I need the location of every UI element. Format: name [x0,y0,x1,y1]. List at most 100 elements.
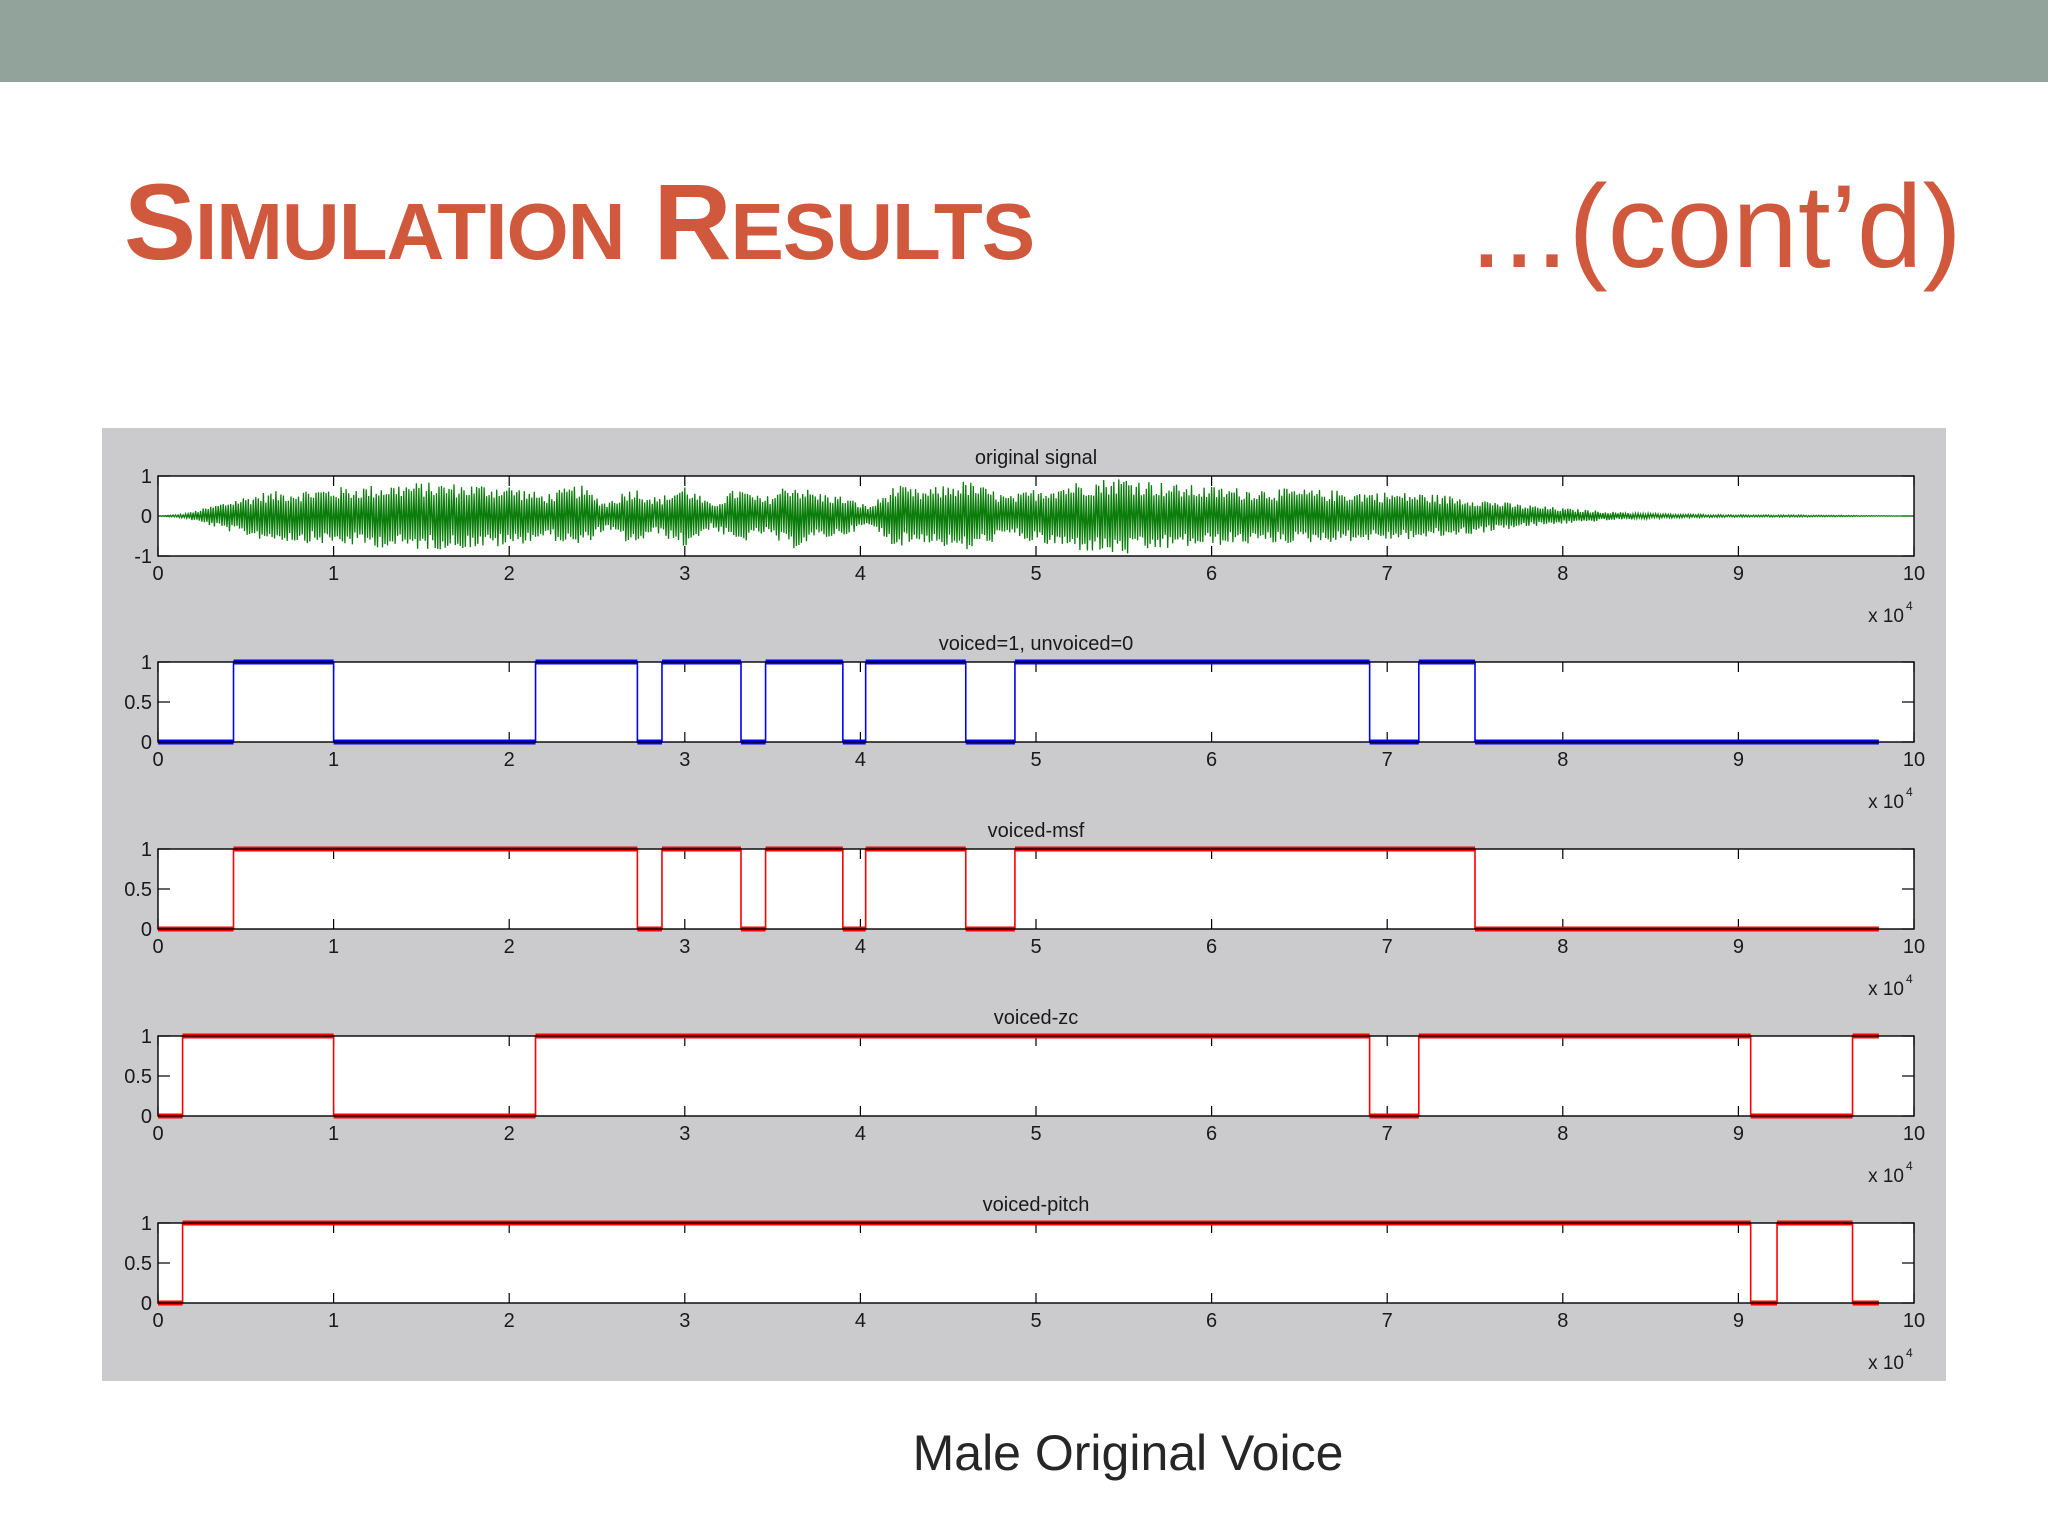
y-tick-label: 1 [141,652,152,674]
x-tick-label: 3 [679,1310,690,1332]
slide-title: SIMULATION RESULTS [124,168,1036,276]
x-tick-label: 4 [855,749,866,771]
x-tick-label: 3 [679,749,690,771]
axes-box [157,1222,1915,1304]
x-tick-label: 9 [1733,936,1744,958]
x-tick-label: 7 [1382,749,1393,771]
x-tick-label: 2 [504,1310,515,1332]
title-rest-1: IMULATION [195,187,625,276]
axes-box [157,1035,1915,1117]
plot-area [158,1223,1914,1303]
x-tick-label: 9 [1733,749,1744,771]
plot-title: voiced-pitch [983,1194,1090,1216]
x-multiplier: x 10 [1868,606,1904,627]
slide-subtitle-contd: ...(cont’d) [1470,161,1962,293]
y-tick-label: -1 [134,546,152,568]
y-tick-label: 0.5 [124,1066,152,1088]
x-tick-label: 1 [328,563,339,585]
x-tick-label: 10 [1903,749,1925,771]
y-tick-label: 0 [141,506,152,528]
plot-title: voiced-zc [994,1007,1078,1029]
x-tick-label: 6 [1206,563,1217,585]
plot-title: voiced-msf [988,820,1085,842]
x-tick-label: 3 [679,936,690,958]
title-initial-1: S [124,161,196,282]
x-tick-label: 0 [152,936,163,958]
x-multiplier: x 10 [1868,1166,1904,1187]
x-tick-label: 10 [1903,1310,1925,1332]
x-multiplier-exponent: 4 [1906,1159,1913,1173]
plot-title: original signal [975,447,1097,469]
x-tick-label: 6 [1206,1123,1217,1145]
x-tick-label: 7 [1382,563,1393,585]
x-multiplier: x 10 [1868,979,1904,1000]
x-tick-label: 2 [504,749,515,771]
x-tick-label: 7 [1382,936,1393,958]
x-tick-label: 8 [1557,1310,1568,1332]
top-banner [0,0,2048,82]
y-tick-label: 0 [141,1106,152,1128]
x-tick-label: 4 [855,563,866,585]
x-tick-label: 3 [679,563,690,585]
x-tick-label: 1 [328,936,339,958]
x-tick-label: 2 [504,936,515,958]
title-initial-2: R [653,161,732,282]
x-tick-label: 8 [1557,1123,1568,1145]
x-tick-label: 9 [1733,1123,1744,1145]
x-tick-label: 2 [504,1123,515,1145]
x-tick-label: 4 [855,936,866,958]
axes-box [157,848,1915,930]
x-tick-label: 2 [504,563,515,585]
y-tick-label: 0.5 [124,1253,152,1275]
axes-box [157,661,1915,743]
plot-panel-2: voiced=1, unvoiced=0 0 1 2 3 4 5 6 7 8 9 10 1 0.5 0 x 1… [124,633,1925,813]
x-tick-label: 0 [152,749,163,771]
y-tick-label: 0 [141,732,152,754]
x-tick-label: 9 [1733,1310,1744,1332]
x-tick-label: 5 [1030,563,1041,585]
x-tick-label: 6 [1206,1310,1217,1332]
x-tick-label: 5 [1030,749,1041,771]
y-tick-label: 1 [141,466,152,488]
x-tick-label: 6 [1206,749,1217,771]
x-multiplier-exponent: 4 [1906,972,1913,986]
axes-box [157,475,1915,557]
signal-waveform [157,479,1914,554]
plot-area [158,662,1914,742]
plot-area [158,849,1914,929]
x-tick-label: 9 [1733,563,1744,585]
x-tick-label: 5 [1030,1123,1041,1145]
x-tick-label: 5 [1030,1310,1041,1332]
x-tick-label: 6 [1206,936,1217,958]
x-tick-label: 0 [152,1123,163,1145]
x-tick-label: 8 [1557,563,1568,585]
title-rest-2: ESULTS [730,187,1036,276]
x-tick-label: 0 [152,563,163,585]
x-tick-label: 8 [1557,749,1568,771]
x-tick-label: 7 [1382,1123,1393,1145]
x-tick-label: 10 [1903,936,1925,958]
x-tick-label: 8 [1557,936,1568,958]
x-tick-label: 1 [328,1310,339,1332]
x-tick-label: 4 [855,1310,866,1332]
x-tick-label: 0 [152,1310,163,1332]
y-tick-label: 1 [141,1213,152,1235]
x-tick-label: 10 [1903,1123,1925,1145]
slide-caption: Male Original Voice [912,1425,1344,1481]
y-tick-label: 1 [141,839,152,861]
x-multiplier-exponent: 4 [1906,599,1913,613]
x-multiplier: x 10 [1868,1353,1904,1374]
x-tick-label: 4 [855,1123,866,1145]
x-tick-label: 1 [328,1123,339,1145]
y-tick-label: 0 [141,1293,152,1315]
x-multiplier: x 10 [1868,792,1904,813]
x-tick-label: 7 [1382,1310,1393,1332]
plot-title: voiced=1, unvoiced=0 [939,633,1134,655]
plot-area [158,1036,1914,1116]
x-tick-label: 3 [679,1123,690,1145]
y-tick-label: 0.5 [124,692,152,714]
x-tick-label: 5 [1030,936,1041,958]
